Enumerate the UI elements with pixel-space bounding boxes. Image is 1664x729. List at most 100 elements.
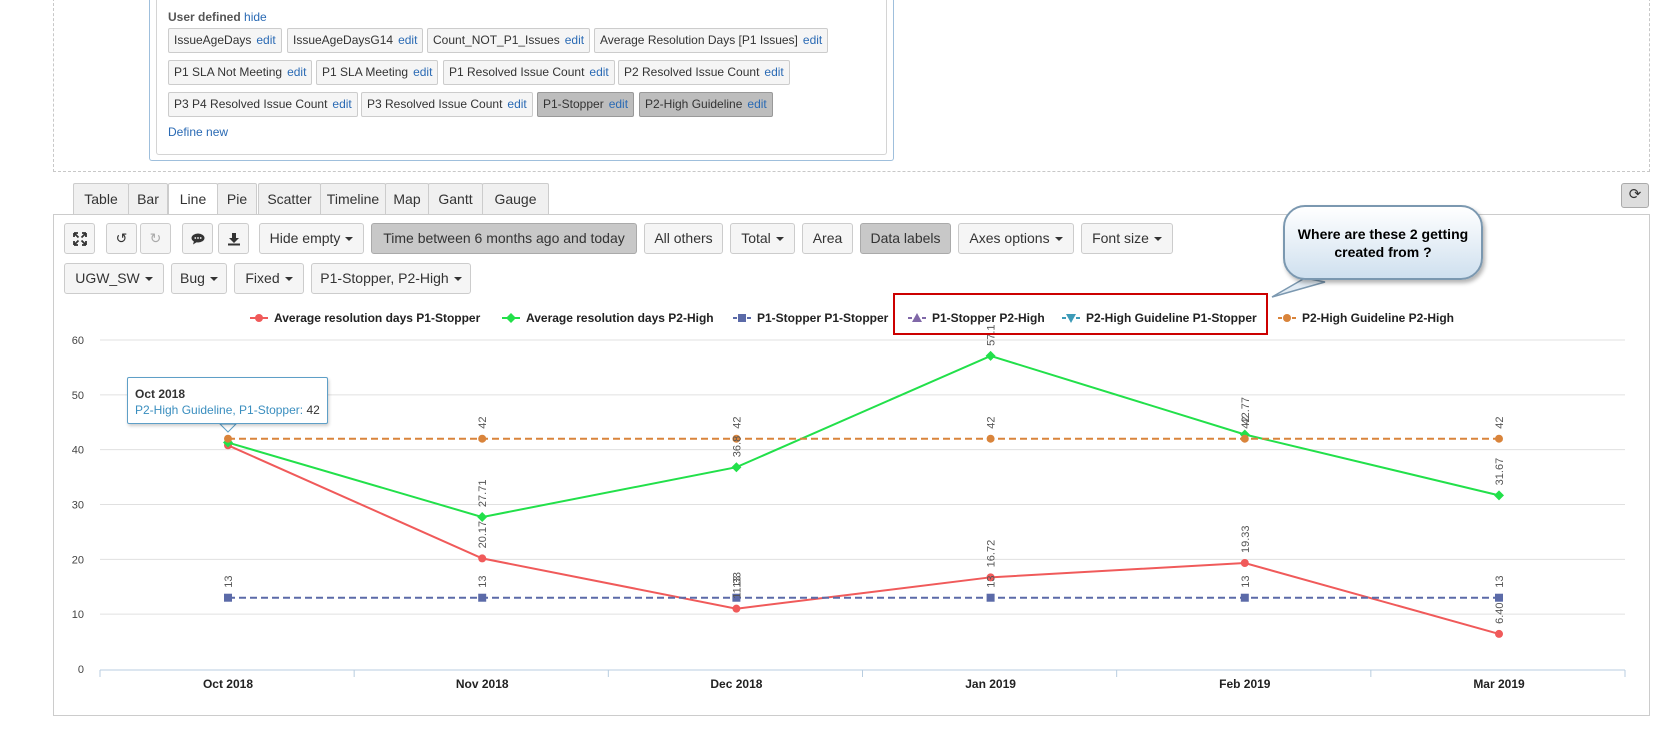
axes-options-dropdown[interactable]: Axes options — [958, 223, 1074, 254]
measure-pill-label: P1 Resolved Issue Count — [449, 65, 585, 79]
data-label: 13 — [1494, 575, 1506, 587]
data-point — [1066, 314, 1076, 323]
tab-table[interactable]: Table — [73, 183, 129, 215]
data-label: 42.77 — [1240, 397, 1252, 425]
export-button[interactable] — [218, 223, 249, 254]
data-label: 42 — [731, 416, 743, 428]
measure-edit-link[interactable]: edit — [332, 97, 352, 111]
font-size-dropdown[interactable]: Font size — [1081, 223, 1173, 254]
font-size-label: Font size — [1092, 230, 1149, 246]
data-point — [478, 593, 487, 602]
y-tick-label: 0 — [78, 664, 84, 676]
measure-edit-link[interactable]: edit — [802, 33, 823, 47]
data-label: 13 — [731, 575, 743, 587]
chevron-down-icon — [345, 237, 354, 242]
fullscreen-button[interactable] — [64, 223, 95, 254]
measure-pill[interactable]: P1 SLA Meeting edit — [316, 60, 439, 85]
measure-pill[interactable]: P2-High Guideline edit — [639, 92, 773, 117]
measure-pill[interactable]: IssueAgeDays edit — [168, 28, 282, 53]
define-new-link[interactable]: Define new — [168, 125, 229, 139]
tab-map[interactable]: Map — [385, 183, 429, 215]
data-label: 27.71 — [477, 480, 489, 508]
refresh-button[interactable]: ⟳ — [1621, 183, 1649, 208]
fixed-filter-label: Fixed — [245, 270, 280, 286]
data-point — [1240, 559, 1249, 568]
x-tick-label: Mar 2019 — [1473, 677, 1525, 691]
data-point — [985, 350, 996, 361]
chevron-down-icon — [1153, 237, 1162, 242]
measure-pill-label: P1 SLA Not Meeting — [174, 65, 283, 79]
measure-pill-label: P1 SLA Meeting — [322, 65, 409, 79]
data-point — [1494, 490, 1504, 501]
download-icon — [227, 233, 240, 246]
undo-button[interactable]: ↺ — [106, 223, 137, 254]
user-defined-title: User defined hide — [168, 10, 267, 24]
tab-scatter[interactable]: Scatter — [258, 183, 321, 215]
measure-edit-link[interactable]: edit — [256, 33, 276, 47]
measure-pill[interactable]: P1-Stopper edit — [537, 92, 635, 117]
measure-edit-link[interactable]: edit — [507, 97, 527, 111]
data-label: 13 — [477, 575, 489, 587]
measure-pill-label: P3 P4 Resolved Issue Count — [174, 97, 328, 111]
measure-edit-link[interactable]: edit — [398, 33, 418, 47]
y-tick-label: 60 — [72, 335, 84, 347]
fixed-filter-dropdown[interactable]: Fixed — [234, 263, 304, 294]
chevron-down-icon — [453, 277, 462, 282]
data-point — [224, 434, 232, 443]
area-button[interactable]: Area — [802, 223, 853, 254]
measure-pill[interactable]: IssueAgeDaysG14 edit — [287, 28, 424, 53]
hide-empty-dropdown[interactable]: Hide empty — [259, 223, 364, 254]
legend-item: P1-Stopper P1-Stopper — [757, 311, 889, 325]
measure-edit-link[interactable]: edit — [287, 65, 307, 79]
total-dropdown[interactable]: Total — [730, 223, 795, 254]
x-tick-label: Jan 2019 — [965, 677, 1016, 691]
measure-pill[interactable]: P3 P4 Resolved Issue Count edit — [168, 92, 358, 117]
hide-link[interactable]: hide — [244, 10, 267, 24]
tab-gauge[interactable]: Gauge — [482, 183, 549, 215]
measure-edit-link[interactable]: edit — [747, 97, 767, 111]
measure-edit-link[interactable]: edit — [413, 65, 433, 79]
measure-edit-link[interactable]: edit — [608, 97, 629, 111]
data-point — [1240, 434, 1249, 443]
data-point — [478, 554, 487, 563]
project-filter-dropdown[interactable]: UGW_SW — [64, 263, 164, 294]
measure-pill[interactable]: P2 Resolved Issue Count edit — [618, 60, 790, 85]
all-others-button[interactable]: All others — [644, 223, 723, 254]
area-label: Area — [812, 230, 843, 246]
data-point — [732, 593, 741, 602]
measure-edit-link[interactable]: edit — [589, 65, 609, 79]
measure-pill-label: IssueAgeDays — [174, 33, 252, 47]
tab-pie[interactable]: Pie — [217, 183, 257, 215]
data-point — [731, 462, 742, 473]
data-point — [986, 593, 995, 602]
tab-bar[interactable]: Bar — [128, 183, 168, 215]
measure-pill-label: Average Resolution Days [P1 Issues] — [600, 33, 798, 47]
data-label: 13 — [1240, 575, 1252, 587]
data-label: 42 — [477, 416, 489, 428]
measure-edit-link[interactable]: edit — [564, 33, 585, 47]
annotation-callout: Where are these 2 getting created from ? — [1283, 205, 1483, 280]
project-filter-label: UGW_SW — [75, 270, 140, 286]
data-point — [986, 573, 995, 582]
chart-tooltip: Oct 2018 P2-High Guideline, P1-Stopper: … — [127, 377, 328, 424]
redo-button[interactable]: ↻ — [140, 223, 171, 254]
priority-filter-dropdown[interactable]: P1-Stopper, P2-High — [311, 263, 471, 294]
data-label: 42 — [1494, 416, 1506, 428]
measure-edit-link[interactable]: edit — [764, 65, 784, 79]
measure-pill[interactable]: P3 Resolved Issue Count edit — [361, 92, 533, 117]
y-tick-label: 10 — [72, 609, 84, 621]
all-others-label: All others — [654, 230, 713, 246]
legend-item: P2-High Guideline P1-Stopper — [1086, 311, 1257, 325]
measure-pill[interactable]: P1 Resolved Issue Count edit — [443, 60, 615, 85]
comment-button[interactable] — [182, 223, 213, 254]
data-label: 42 — [1240, 416, 1252, 428]
issue-type-filter-dropdown[interactable]: Bug — [171, 263, 227, 294]
x-tick-label: Nov 2018 — [456, 677, 509, 691]
time-filter-button[interactable]: Time between 6 months ago and today — [371, 223, 637, 254]
measure-pill[interactable]: Count_NOT_P1_Issues edit — [427, 28, 591, 53]
measure-pill[interactable]: Average Resolution Days [P1 Issues] edit — [594, 28, 829, 53]
data-labels-button[interactable]: Data labels — [860, 223, 951, 254]
tooltip-title: Oct 2018 — [135, 387, 186, 401]
measure-pill[interactable]: P1 SLA Not Meeting edit — [168, 60, 313, 85]
